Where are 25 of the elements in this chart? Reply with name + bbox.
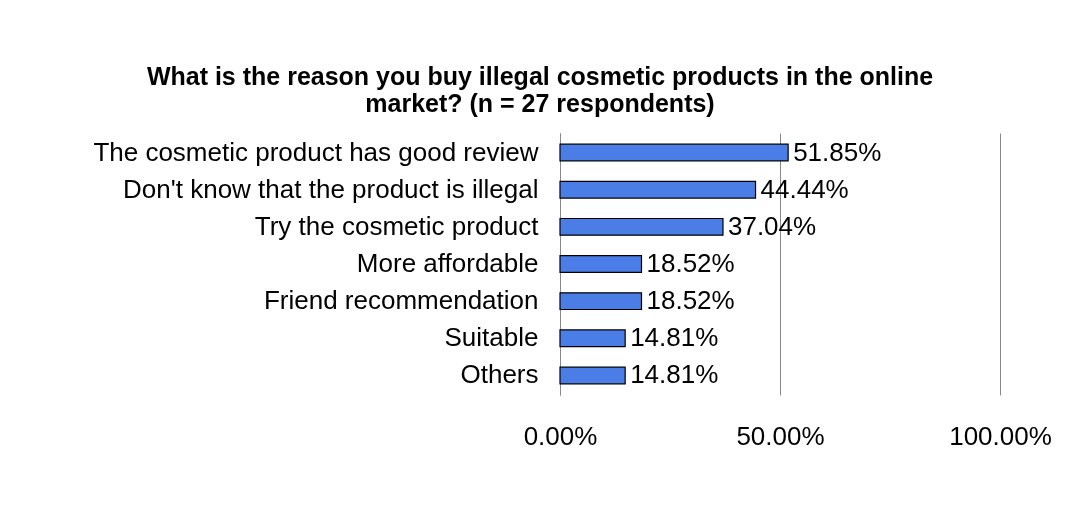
data-label: 14.81% (630, 322, 719, 353)
x-tick-label: 50.00% (736, 420, 825, 451)
bar (559, 292, 643, 311)
y-tick-label: Don't know that the product is illegal (123, 173, 539, 204)
data-label: 14.81% (630, 359, 719, 390)
chart-title: What is the reason you buy illegal cosmetic products in the online market? (n = 27 respondents) (146, 62, 934, 117)
bar (559, 180, 757, 199)
data-label: 18.52% (646, 285, 735, 316)
bar (559, 143, 789, 162)
y-tick-label: The cosmetic product has good review (93, 136, 539, 167)
data-label: 44.44% (760, 173, 849, 204)
y-tick-label: Others (460, 359, 539, 390)
bar (559, 366, 626, 385)
y-tick-label: Suitable (444, 322, 539, 353)
y-tick-label: Try the cosmetic product (254, 210, 540, 241)
data-label: 51.85% (793, 136, 882, 167)
x-tick-label: 0.00% (523, 420, 598, 451)
bar (559, 217, 724, 236)
data-label: 37.04% (727, 210, 817, 241)
y-tick-label: More affordable (356, 248, 539, 278)
bar (559, 255, 643, 273)
bar (559, 329, 626, 348)
y-tick-label: Friend recommendation (263, 285, 539, 316)
x-tick-label: 100.00% (949, 420, 1052, 451)
data-label: 18.52% (646, 248, 735, 278)
